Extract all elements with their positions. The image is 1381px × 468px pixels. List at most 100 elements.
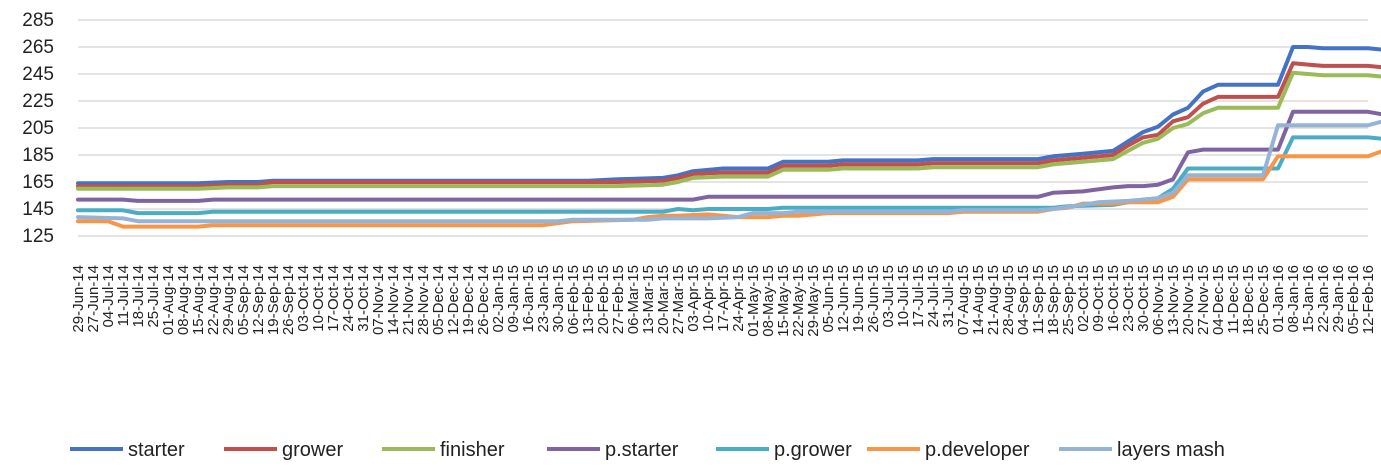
y-tick-label: 185: [22, 145, 54, 166]
x-tick-label: 17-Jul-15: [910, 265, 927, 328]
x-tick-label: 10-Apr-15: [700, 265, 717, 332]
x-tick-label: 18-Dec-15: [1240, 265, 1257, 335]
x-tick-label: 09-Jan-15: [505, 265, 522, 333]
x-tick-label: 27-Nov-15: [1195, 265, 1212, 335]
x-tick-label: 13-Nov-15: [1165, 265, 1182, 335]
y-tick-label: 245: [22, 64, 54, 85]
y-tick-label: 125: [22, 226, 54, 247]
x-tick-label: 17-Apr-15: [715, 265, 732, 332]
x-tick-label: 12-Jun-15: [835, 265, 852, 333]
x-tick-label: 12-Dec-14: [445, 265, 462, 335]
x-tick-label: 05-Dec-14: [430, 265, 447, 335]
x-tick-label: 20-Mar-15: [655, 265, 672, 334]
x-tick-label: 06-Nov-15: [1150, 265, 1167, 335]
x-tick-label: 16-Jan-15: [520, 265, 537, 333]
y-tick-label: 225: [22, 91, 54, 112]
y-tick-label: 205: [22, 118, 54, 139]
x-tick-label: 03-Apr-15: [685, 265, 702, 332]
x-tick-label: 19-Dec-14: [460, 265, 477, 335]
x-tick-label: 14-Aug-15: [970, 265, 987, 335]
y-tick-label: 265: [22, 37, 54, 58]
x-tick-label: 16-Oct-15: [1105, 265, 1122, 332]
x-tick-label: 18-Sep-15: [1045, 265, 1062, 335]
y-tick-label: 145: [22, 199, 54, 220]
y-axis-ticks: 125 145 165 185 205 225 245 265 285: [22, 10, 54, 247]
y-tick-label: 165: [22, 172, 54, 193]
x-tick-label: 22-May-15: [790, 265, 807, 337]
x-tick-label: 23-Jan-15: [535, 265, 552, 333]
x-tick-label: 20-Nov-15: [1180, 265, 1197, 335]
legend: starter grower finisher p.starter p.grower p.…: [70, 439, 1225, 461]
x-tick-label: 06-Mar-15: [625, 265, 642, 334]
x-tick-label: 31-Oct-14: [355, 265, 372, 332]
x-tick-label: 11-Dec-15: [1225, 265, 1242, 334]
x-tick-label: 08-May-15: [760, 265, 777, 337]
legend-label: layers mash: [1117, 439, 1225, 461]
x-tick-label: 11-Jul-14: [115, 265, 132, 326]
x-tick-label: 14-Nov-14: [385, 265, 402, 335]
x-tick-label: 30-Oct-15: [1135, 265, 1152, 332]
x-tick-label: 07-Nov-14: [370, 265, 387, 335]
x-tick-label: 26-Sep-14: [280, 265, 297, 335]
x-tick-label: 02-Jan-15: [490, 265, 507, 333]
x-tick-label: 13-Feb-15: [580, 265, 597, 334]
x-tick-label: 25-Dec-15: [1255, 265, 1272, 335]
x-tick-label: 11-Sep-15: [1030, 265, 1047, 334]
x-tick-label: 19-Jun-15: [850, 265, 867, 333]
x-tick-label: 12-Feb-16: [1360, 265, 1377, 334]
series-lines: [76, 45, 1381, 229]
x-tick-label: 19-Sep-14: [265, 265, 282, 335]
x-tick-label: 28-Aug-15: [1000, 265, 1017, 335]
x-tick-label: 06-Feb-15: [565, 265, 582, 334]
x-axis-ticks: 29-Jun-1427-Jun-1404-Jul-1411-Jul-1418-J…: [70, 265, 1377, 337]
x-tick-label: 30-Jan-15: [550, 265, 567, 333]
x-tick-label: 13-Mar-15: [640, 265, 657, 334]
x-tick-label: 17-Oct-14: [325, 265, 342, 332]
x-tick-label: 27-Jun-14: [85, 265, 102, 333]
legend-label: starter: [128, 439, 185, 461]
x-tick-label: 23-Oct-15: [1120, 265, 1137, 332]
x-tick-label: 29-Jan-16: [1330, 265, 1347, 333]
x-tick-label: 25-Jul-14: [145, 265, 162, 328]
x-tick-label: 03-Jul-15: [880, 265, 897, 328]
legend-label: p.starter: [605, 439, 679, 461]
x-tick-label: 21-Nov-14: [400, 265, 417, 335]
x-tick-label: 08-Jan-16: [1285, 265, 1302, 333]
x-tick-label: 29-Jun-14: [70, 265, 87, 333]
x-tick-label: 03-Oct-14: [295, 265, 312, 332]
x-tick-label: 05-Feb-16: [1345, 265, 1362, 334]
x-tick-label: 24-Apr-15: [730, 265, 747, 332]
x-tick-label: 09-Oct-15: [1090, 265, 1107, 332]
x-tick-label: 07-Aug-15: [955, 265, 972, 335]
x-tick-label: 04-Jul-14: [100, 265, 117, 328]
x-tick-label: 10-Oct-14: [310, 265, 327, 332]
x-tick-label: 29-Aug-14: [220, 265, 237, 335]
x-tick-label: 01-Jan-16: [1270, 265, 1287, 333]
x-tick-label: 20-Feb-15: [595, 265, 612, 334]
series-line-finisher: [76, 70, 1381, 191]
x-tick-label: 04-Sep-15: [1015, 265, 1032, 335]
x-tick-label: 15-May-15: [775, 265, 792, 337]
legend-label: grower: [282, 439, 343, 461]
series-line-grower: [76, 61, 1381, 189]
x-tick-label: 26-Jun-15: [865, 265, 882, 333]
x-tick-label: 21-Aug-15: [985, 265, 1002, 335]
x-tick-label: 27-Mar-15: [670, 265, 687, 334]
x-tick-label: 10-Jul-15: [895, 265, 912, 328]
x-tick-label: 31-Jul-15: [940, 265, 957, 328]
x-tick-label: 12-Sep-14: [250, 265, 267, 335]
legend-label: p.developer: [925, 439, 1030, 461]
x-tick-label: 05-Sep-14: [235, 265, 252, 335]
series-line-p-developer: [76, 149, 1381, 229]
x-tick-label: 28-Nov-14: [415, 265, 432, 335]
legend-label: finisher: [440, 439, 505, 461]
series-line-starter: [76, 45, 1381, 186]
x-tick-label: 24-Jul-15: [925, 265, 942, 328]
x-tick-label: 01-Aug-14: [160, 265, 177, 335]
x-tick-label: 18-Jul-14: [130, 265, 147, 328]
x-tick-label: 22-Jan-16: [1315, 265, 1332, 333]
x-tick-label: 01-May-15: [745, 265, 762, 337]
x-tick-label: 24-Oct-14: [340, 265, 357, 332]
x-tick-label: 26-Dec-14: [475, 265, 492, 335]
series-line-p-starter: [76, 109, 1381, 203]
